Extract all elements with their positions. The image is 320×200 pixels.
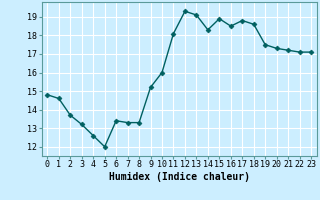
X-axis label: Humidex (Indice chaleur): Humidex (Indice chaleur) bbox=[109, 172, 250, 182]
